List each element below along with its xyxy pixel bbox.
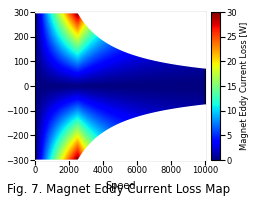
X-axis label: Speed: Speed	[105, 181, 135, 191]
Y-axis label: Magnet Eddy Current Loss [W]: Magnet Eddy Current Loss [W]	[240, 22, 249, 150]
Y-axis label: Torque: Torque	[0, 70, 1, 102]
Text: Fig. 7. Magnet Eddy Current Loss Map: Fig. 7. Magnet Eddy Current Loss Map	[7, 183, 230, 196]
